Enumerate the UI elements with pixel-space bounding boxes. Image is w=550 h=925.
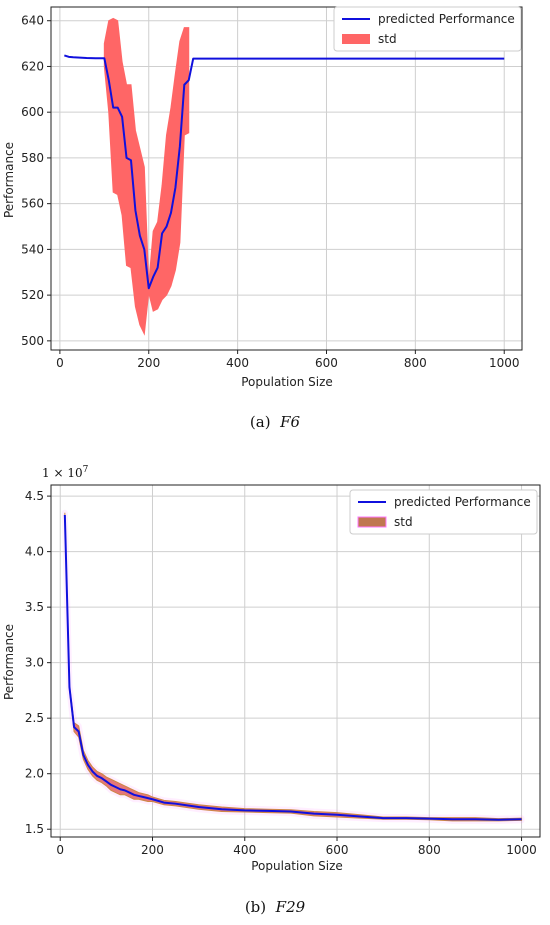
caption-b-label: (b) xyxy=(244,898,267,916)
y-tick-label: 620 xyxy=(21,59,44,73)
y-tick-label: 560 xyxy=(21,197,44,211)
x-tick-label: 400 xyxy=(233,843,256,857)
grid xyxy=(51,485,540,837)
x-tick-label: 600 xyxy=(326,843,349,857)
y-tick-label: 4.5 xyxy=(25,489,44,503)
x-tick-label: 800 xyxy=(404,356,427,370)
predicted-line xyxy=(64,54,505,290)
x-tick-label: 1000 xyxy=(489,356,520,370)
x-tick-label: 200 xyxy=(137,356,160,370)
y-tick-label: 580 xyxy=(21,151,44,165)
plot-frame xyxy=(50,6,523,351)
caption-a: (a) F6 xyxy=(0,413,550,431)
legend-label-predicted: predicted Performance xyxy=(378,12,515,26)
y-tick-label: 600 xyxy=(21,105,44,119)
std-band xyxy=(103,17,190,336)
legend-band-swatch xyxy=(342,34,370,44)
y-tick-label: 540 xyxy=(21,242,44,256)
std-band-area xyxy=(64,512,523,822)
y-multiplier: 1 × 107 xyxy=(42,465,88,480)
y-axis-label: Performance xyxy=(2,142,16,218)
y-tick-label: 1.5 xyxy=(25,822,44,836)
legend-band-swatch xyxy=(357,516,387,528)
y-tick-label: 520 xyxy=(21,288,44,302)
axis-ticks: 0 200 400 600 800 1000 500 520 540 560 580 600 620 64… xyxy=(21,14,519,370)
plot-frame xyxy=(50,484,541,838)
predicted-line xyxy=(63,514,522,821)
x-axis-label: Population Size xyxy=(251,859,343,873)
legend-box xyxy=(349,489,538,535)
chart-f6: 0 200 400 600 800 1000 500 520 540 560 580 600 620 64… xyxy=(2,6,523,389)
y-multiplier-base: 1 × 10 xyxy=(42,466,83,480)
legend-box xyxy=(333,6,522,52)
y-tick-label: 500 xyxy=(21,334,44,348)
x-tick-label: 800 xyxy=(418,843,441,857)
caption-b-function: F29 xyxy=(275,898,306,916)
chart-f29: 0 200 400 600 800 1000 1.5 2.0 2.5 3.0 3.5 4.0 4.5 P… xyxy=(2,484,541,873)
x-tick-label: 200 xyxy=(141,843,164,857)
y-tick-label: 2.0 xyxy=(25,767,44,781)
y-tick-label: 640 xyxy=(21,14,44,28)
y-tick-label: 3.0 xyxy=(25,656,44,670)
legend-label-std: std xyxy=(394,515,413,529)
legend-label-std: std xyxy=(378,32,397,46)
legend: predicted Performance std xyxy=(349,489,538,535)
y-tick-label: 3.5 xyxy=(25,600,44,614)
x-tick-label: 0 xyxy=(56,356,64,370)
std-band-halo xyxy=(61,509,525,824)
std-band xyxy=(61,509,525,824)
x-tick-label: 0 xyxy=(56,843,64,857)
std-band-area xyxy=(103,17,190,336)
y-tick-label: 2.5 xyxy=(25,711,44,725)
y-tick-label: 4.0 xyxy=(25,545,44,559)
legend-label-predicted: predicted Performance xyxy=(394,495,531,509)
caption-b: (b) F29 xyxy=(0,898,550,916)
predicted-performance-line xyxy=(64,54,505,290)
predicted-performance-line xyxy=(63,514,522,821)
caption-a-label: (a) xyxy=(249,413,271,431)
legend: predicted Performance std xyxy=(333,6,522,52)
y-axis-label: Performance xyxy=(2,624,16,700)
caption-a-function: F6 xyxy=(280,413,301,431)
x-tick-label: 400 xyxy=(226,356,249,370)
x-tick-label: 600 xyxy=(315,356,338,370)
x-axis-label: Population Size xyxy=(241,375,333,389)
axis-ticks: 0 200 400 600 800 1000 1.5 2.0 2.5 3.0 3.5 4.0 4.5 xyxy=(25,489,537,857)
x-tick-label: 1000 xyxy=(506,843,537,857)
y-multiplier-exp: 7 xyxy=(82,465,89,475)
